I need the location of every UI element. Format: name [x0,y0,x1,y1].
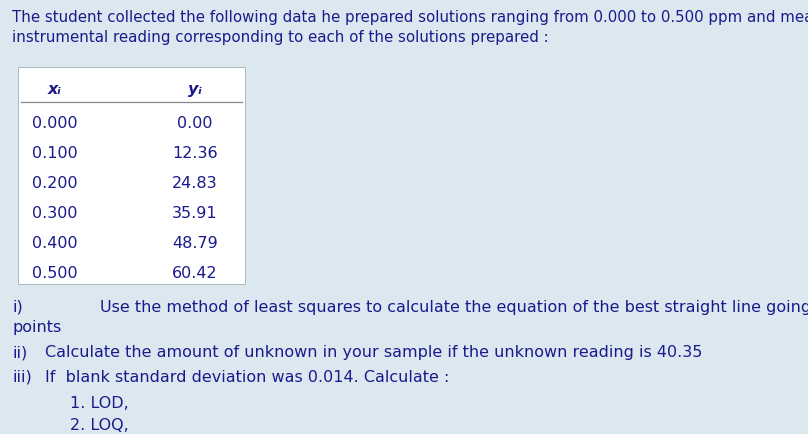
Text: Use the method of least squares to calculate the equation of the best straight l: Use the method of least squares to calcu… [100,299,808,314]
Text: 0.400: 0.400 [32,236,78,250]
Text: 2. LOQ,: 2. LOQ, [70,417,128,432]
Text: xᵢ: xᵢ [48,82,62,97]
Text: i): i) [12,299,23,314]
Text: If  blank standard deviation was 0.014. Calculate :: If blank standard deviation was 0.014. C… [45,369,449,384]
Text: 0.200: 0.200 [32,176,78,191]
Text: 0.100: 0.100 [32,146,78,161]
Text: 0.500: 0.500 [32,265,78,280]
Text: 1. LOD,: 1. LOD, [70,395,128,410]
Text: iii): iii) [12,369,32,384]
Text: 12.36: 12.36 [172,146,218,161]
Text: instrumental reading corresponding to each of the solutions prepared :: instrumental reading corresponding to ea… [12,30,549,45]
Text: ii): ii) [12,344,27,359]
Text: 48.79: 48.79 [172,236,218,250]
Text: The student collected the following data he prepared solutions ranging from 0.00: The student collected the following data… [12,10,808,25]
Text: points: points [12,319,61,334]
Text: 0.000: 0.000 [32,116,78,131]
Text: 35.91: 35.91 [172,206,218,220]
FancyBboxPatch shape [18,68,245,284]
Text: 60.42: 60.42 [172,265,218,280]
Text: 24.83: 24.83 [172,176,218,191]
Text: Calculate the amount of unknown in your sample if the unknown reading is 40.35: Calculate the amount of unknown in your … [45,344,702,359]
Text: yᵢ: yᵢ [188,82,202,97]
Text: 0.300: 0.300 [32,206,78,220]
Text: 0.00: 0.00 [177,116,213,131]
